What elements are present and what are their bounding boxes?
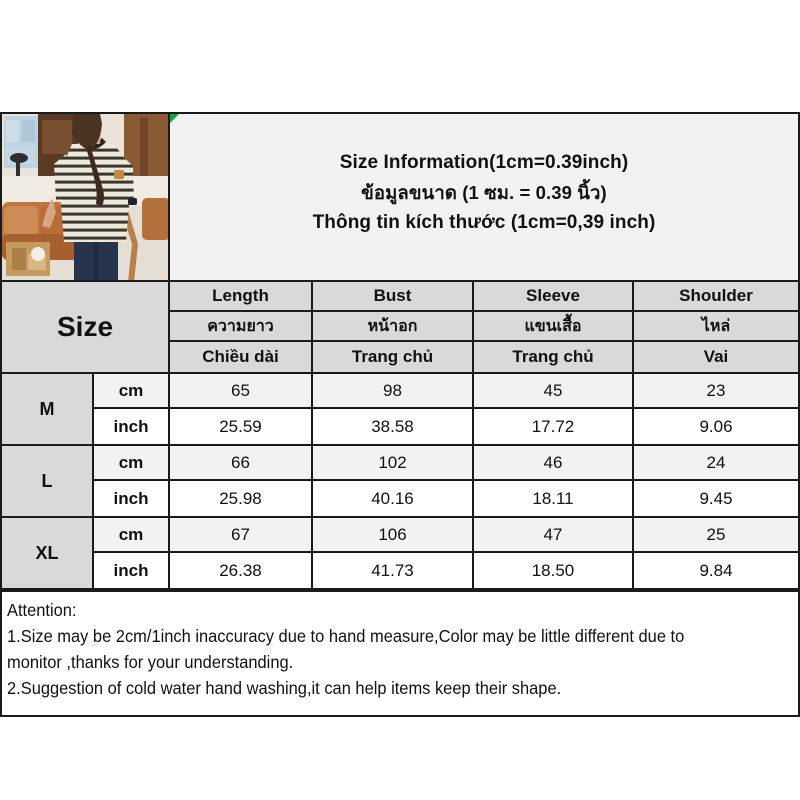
attention-line-1: 1.Size may be 2cm/1inch inaccuracy due t… [7,626,685,646]
table-row: inch 25.98 40.16 18.11 9.45 [94,481,798,516]
value-xl-inch-sleeve: 18.50 [474,553,634,588]
value-l-inch-bust: 40.16 [313,481,474,516]
header-length-en: Length [170,282,313,310]
value-m-inch-length: 25.59 [170,409,313,444]
header-bust-vi: Trang chủ [313,342,474,372]
value-l-inch-shoulder: 9.45 [699,488,733,508]
header-length-th: ความยาว [170,312,313,340]
header-shoulder-vi: Vai [634,342,798,372]
value-xl-inch-bust: 41.73 [313,553,474,588]
header-bust-en: Bust [313,282,474,310]
value-l-inch-length: 25.98 [170,481,313,516]
value-m-cm-sleeve: 45 [474,374,634,407]
unit-cell-inch: inch [94,481,170,516]
header-sleeve-en: Sleeve [474,282,634,310]
header-sleeve-th: แขนเสื้อ [474,312,634,340]
value-l-cm-length: 66 [170,446,313,479]
size-header-cell: Size [2,282,170,372]
size-chart-table: Size Information(1cm=0.39inch) ข้อมูลขนา… [0,112,800,717]
header-sleeve-vi: Trang chủ [474,342,634,372]
product-photo-cell [2,114,170,280]
table-row: inch 26.38 41.73 18.50 9.84 [94,553,798,588]
product-photo [2,114,168,280]
header-shoulder-en: Shoulder [634,282,798,310]
size-m-rows: cm 65 98 45 23 inch 25.59 38.58 17.72 9.… [94,374,798,444]
value-xl-inch-shoulder: 9.84 [699,560,733,580]
size-label-l: L [2,446,94,516]
header-columns: Length Bust Sleeve Shoulder ความยาว หน้า… [170,282,798,372]
value-m-inch-sleeve: 17.72 [474,409,634,444]
green-flag-icon [170,114,179,123]
header-bust-th: หน้าอก [313,312,474,340]
value-m-cm-bust: 98 [313,374,474,407]
unit-cell-inch: inch [94,553,170,588]
value-l-cm-bust: 102 [313,446,474,479]
table-row: cm 66 102 46 24 [94,446,798,481]
table-row: cm 65 98 45 23 [94,374,798,409]
unit-cell-inch: inch [94,409,170,444]
value-xl-inch-length: 26.38 [170,553,313,588]
value-xl-cm-length: 67 [170,518,313,551]
attention-line-2: monitor ,thanks for your understanding. [7,652,294,672]
header-row-thai: ความยาว หน้าอก แขนเสื้อ ไหล่ [170,312,798,342]
attention-section: Attention: 1.Size may be 2cm/1inch inacc… [2,590,798,715]
value-xl-cm-sleeve: 47 [474,518,634,551]
value-l-cm-shoulder: 24 [706,452,726,472]
value-xl-cm-bust: 106 [313,518,474,551]
table-row-group-l: L cm 66 102 46 24 inch 25.98 40.16 18.11… [2,446,798,518]
value-l-inch-sleeve: 18.11 [474,481,634,516]
table-row: inch 25.59 38.58 17.72 9.06 [94,409,798,444]
header-length-vi: Chiều dài [170,342,313,372]
header-row-english: Length Bust Sleeve Shoulder [170,282,798,312]
product-photo-illustration [2,114,168,280]
unit-cell-cm: cm [94,446,170,479]
value-xl-cm-shoulder: 25 [706,524,726,544]
table-row-group-m: M cm 65 98 45 23 inch 25.59 38.58 17.72 … [2,374,798,446]
unit-cell-cm: cm [94,518,170,551]
value-l-cm-sleeve: 46 [474,446,634,479]
size-l-rows: cm 66 102 46 24 inch 25.98 40.16 18.11 9… [94,446,798,516]
title-line-thai: ข้อมูลขนาด (1 ซม. = 0.39 นิ้ว) [361,182,607,203]
header-shoulder-th: ไหล่ [634,312,798,340]
size-label-m: M [2,374,94,444]
title-line-vietnamese: Thông tin kích thước (1cm=0,39 inch) [312,212,656,233]
attention-heading: Attention: [7,600,77,620]
chart-top-band: Size Information(1cm=0.39inch) ข้อมูลขนา… [2,114,798,282]
value-m-inch-shoulder: 9.06 [699,416,733,436]
size-xl-rows: cm 67 106 47 25 inch 26.38 41.73 18.50 9… [94,518,798,588]
table-header-block: Size Length Bust Sleeve Shoulder ความยาว… [2,282,798,374]
size-label-xl: XL [2,518,94,588]
value-m-cm-shoulder: 23 [706,380,726,400]
value-m-inch-bust: 38.58 [313,409,474,444]
header-row-vietnamese: Chiều dài Trang chủ Trang chủ Vai [170,342,798,372]
attention-line-3: 2.Suggestion of cold water hand washing,… [7,678,562,698]
table-row-group-xl: XL cm 67 106 47 25 inch 26.38 41.73 18.5… [2,518,798,590]
value-m-cm-length: 65 [170,374,313,407]
table-row: cm 67 106 47 25 [94,518,798,553]
title-cell: Size Information(1cm=0.39inch) ข้อมูลขนา… [170,114,798,280]
unit-cell-cm: cm [94,374,170,407]
title-line-english: Size Information(1cm=0.39inch) [339,152,629,173]
